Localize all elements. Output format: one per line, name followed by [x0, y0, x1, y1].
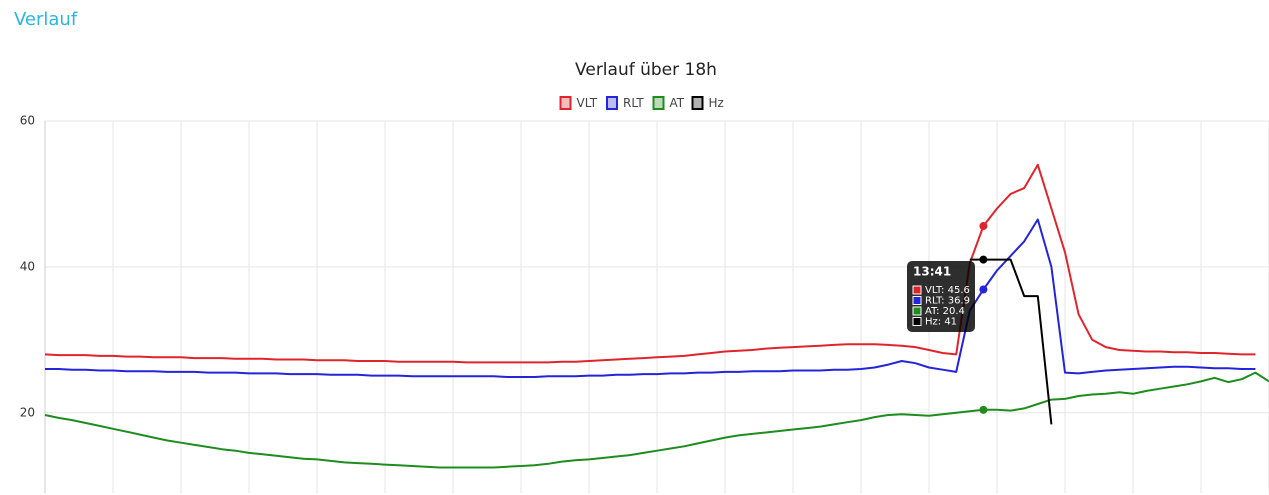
legend-label: RLT	[623, 96, 644, 110]
page-title: Verlauf	[14, 9, 78, 30]
legend-swatch	[559, 96, 572, 110]
series-line	[969, 258, 1053, 425]
series-line	[45, 218, 1256, 378]
tooltip-title: 13:41	[913, 265, 951, 279]
legend-swatch	[606, 96, 618, 110]
tooltip-item: VLT: 45.6	[925, 285, 970, 296]
tooltip-swatch	[912, 285, 922, 295]
hover-point	[979, 222, 988, 231]
tooltip-box	[907, 261, 975, 332]
tooltip-swatch	[912, 317, 922, 326]
legend-label: Hz	[709, 96, 724, 110]
legend-swatch	[652, 96, 665, 110]
tooltip-item: AT: 20.4	[925, 306, 965, 317]
hover-point	[979, 285, 988, 294]
y-tick-label: 40	[20, 259, 35, 273]
legend-label: VLT	[577, 96, 598, 110]
hover-point	[979, 405, 988, 414]
legend-label: AT	[670, 96, 685, 110]
legend-swatch	[691, 96, 704, 110]
tooltip-swatch	[912, 296, 922, 305]
chart-title: Verlauf über 18h	[575, 60, 717, 80]
series-line	[44, 371, 1269, 469]
tooltip-item: Hz: 41	[925, 317, 957, 328]
hover-point	[979, 255, 988, 264]
tooltip-item: RLT: 36.9	[925, 296, 970, 307]
y-tick-label: 20	[20, 405, 35, 419]
y-tick-label: 60	[20, 114, 35, 128]
tooltip-swatch	[912, 306, 922, 316]
series-line	[44, 163, 1256, 364]
